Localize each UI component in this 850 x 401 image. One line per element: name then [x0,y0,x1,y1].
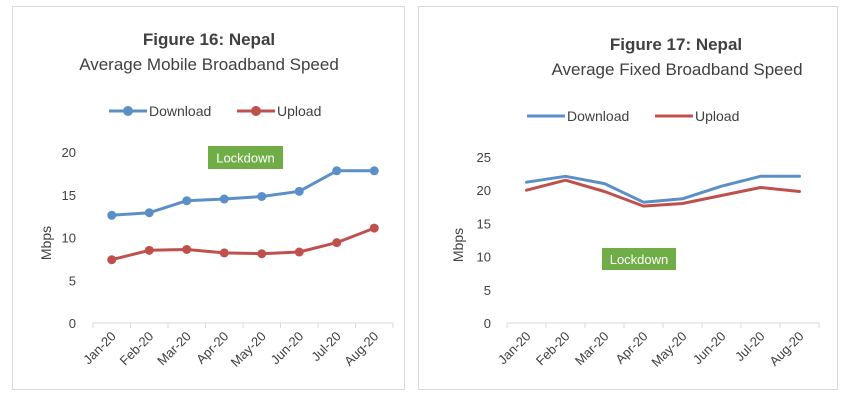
data-point-download [332,166,342,176]
y-tick-label: 10 [477,250,491,265]
x-tick-label: Mar-20 [572,329,612,369]
x-tick-label: Jan-20 [80,329,119,368]
data-point-upload [219,248,229,258]
fixed-broadband-chart: Figure 17: Nepal Average Fixed Broadband… [450,35,820,370]
data-point-download [257,191,267,201]
x-tick-label: May-20 [648,329,689,370]
data-point-download [144,208,154,218]
y-tick-label: 0 [484,316,491,331]
x-tick-label: Feb-20 [117,329,157,369]
legend-label-download: Download [567,108,629,124]
y-tick-label: 5 [484,283,491,298]
chart-title: Figure 17: Nepal [610,35,742,54]
chart-subtitle: Average Mobile Broadband Speed [79,55,339,74]
data-point-download [219,194,229,204]
data-point-upload [182,244,192,254]
legend-label-upload: Upload [695,108,739,124]
y-tick-label: 20 [62,145,76,160]
legend-marker-upload [251,106,261,116]
x-tick-label: Mar-20 [154,329,194,369]
lockdown-label: Lockdown [216,151,275,166]
chart-subtitle: Average Fixed Broadband Speed [551,60,802,79]
data-point-download [182,196,192,206]
data-point-upload [369,223,379,233]
x-tick-label: Aug-20 [341,329,381,369]
series-line-upload [525,178,801,208]
x-tick-label: May-20 [228,329,269,370]
x-tick-label: Jan-20 [495,329,534,368]
x-tick-label: Jul-20 [732,329,768,365]
x-tick-label: Jul-20 [308,329,344,365]
legend-label-download: Download [149,103,211,119]
y-axis-label: Mbps [450,228,466,262]
y-tick-label: 20 [477,183,491,198]
data-point-upload [332,238,342,248]
y-axis-label: Mbps [38,226,54,260]
data-point-upload [257,249,267,259]
chart-panel-fixed: Figure 17: Nepal Average Fixed Broadband… [418,6,838,390]
y-tick-label: 10 [62,231,76,246]
chart-panel-mobile: Figure 16: Nepal Average Mobile Broadban… [12,6,405,390]
data-point-download [294,186,304,196]
x-tick-label: Aug-20 [766,329,806,369]
lockdown-badge [602,248,676,270]
series-line-download [110,169,376,217]
x-tick-label: Apr-20 [612,329,650,367]
y-tick-label: 15 [62,188,76,203]
x-tick-label: Jun-20 [268,329,307,368]
y-tick-label: 15 [477,216,491,231]
legend-marker-download [123,106,133,116]
legend-label-upload: Upload [277,103,321,119]
x-tick-label: Feb-20 [533,329,573,369]
data-point-upload [107,255,117,265]
chart-title: Figure 16: Nepal [143,30,275,49]
data-point-upload [144,245,154,255]
mobile-broadband-chart: Figure 16: Nepal Average Mobile Broadban… [38,30,394,370]
data-point-download [369,166,379,176]
x-tick-label: Jun-20 [690,329,729,368]
data-point-upload [294,247,304,257]
data-point-download [107,210,117,220]
series-line-upload [110,226,376,262]
y-tick-label: 5 [69,273,76,288]
lockdown-badge [208,146,283,169]
x-tick-label: Apr-20 [193,329,231,367]
series-line-download [525,174,801,204]
y-tick-label: 25 [477,150,491,165]
y-tick-label: 0 [69,316,76,331]
lockdown-label: Lockdown [610,252,669,267]
